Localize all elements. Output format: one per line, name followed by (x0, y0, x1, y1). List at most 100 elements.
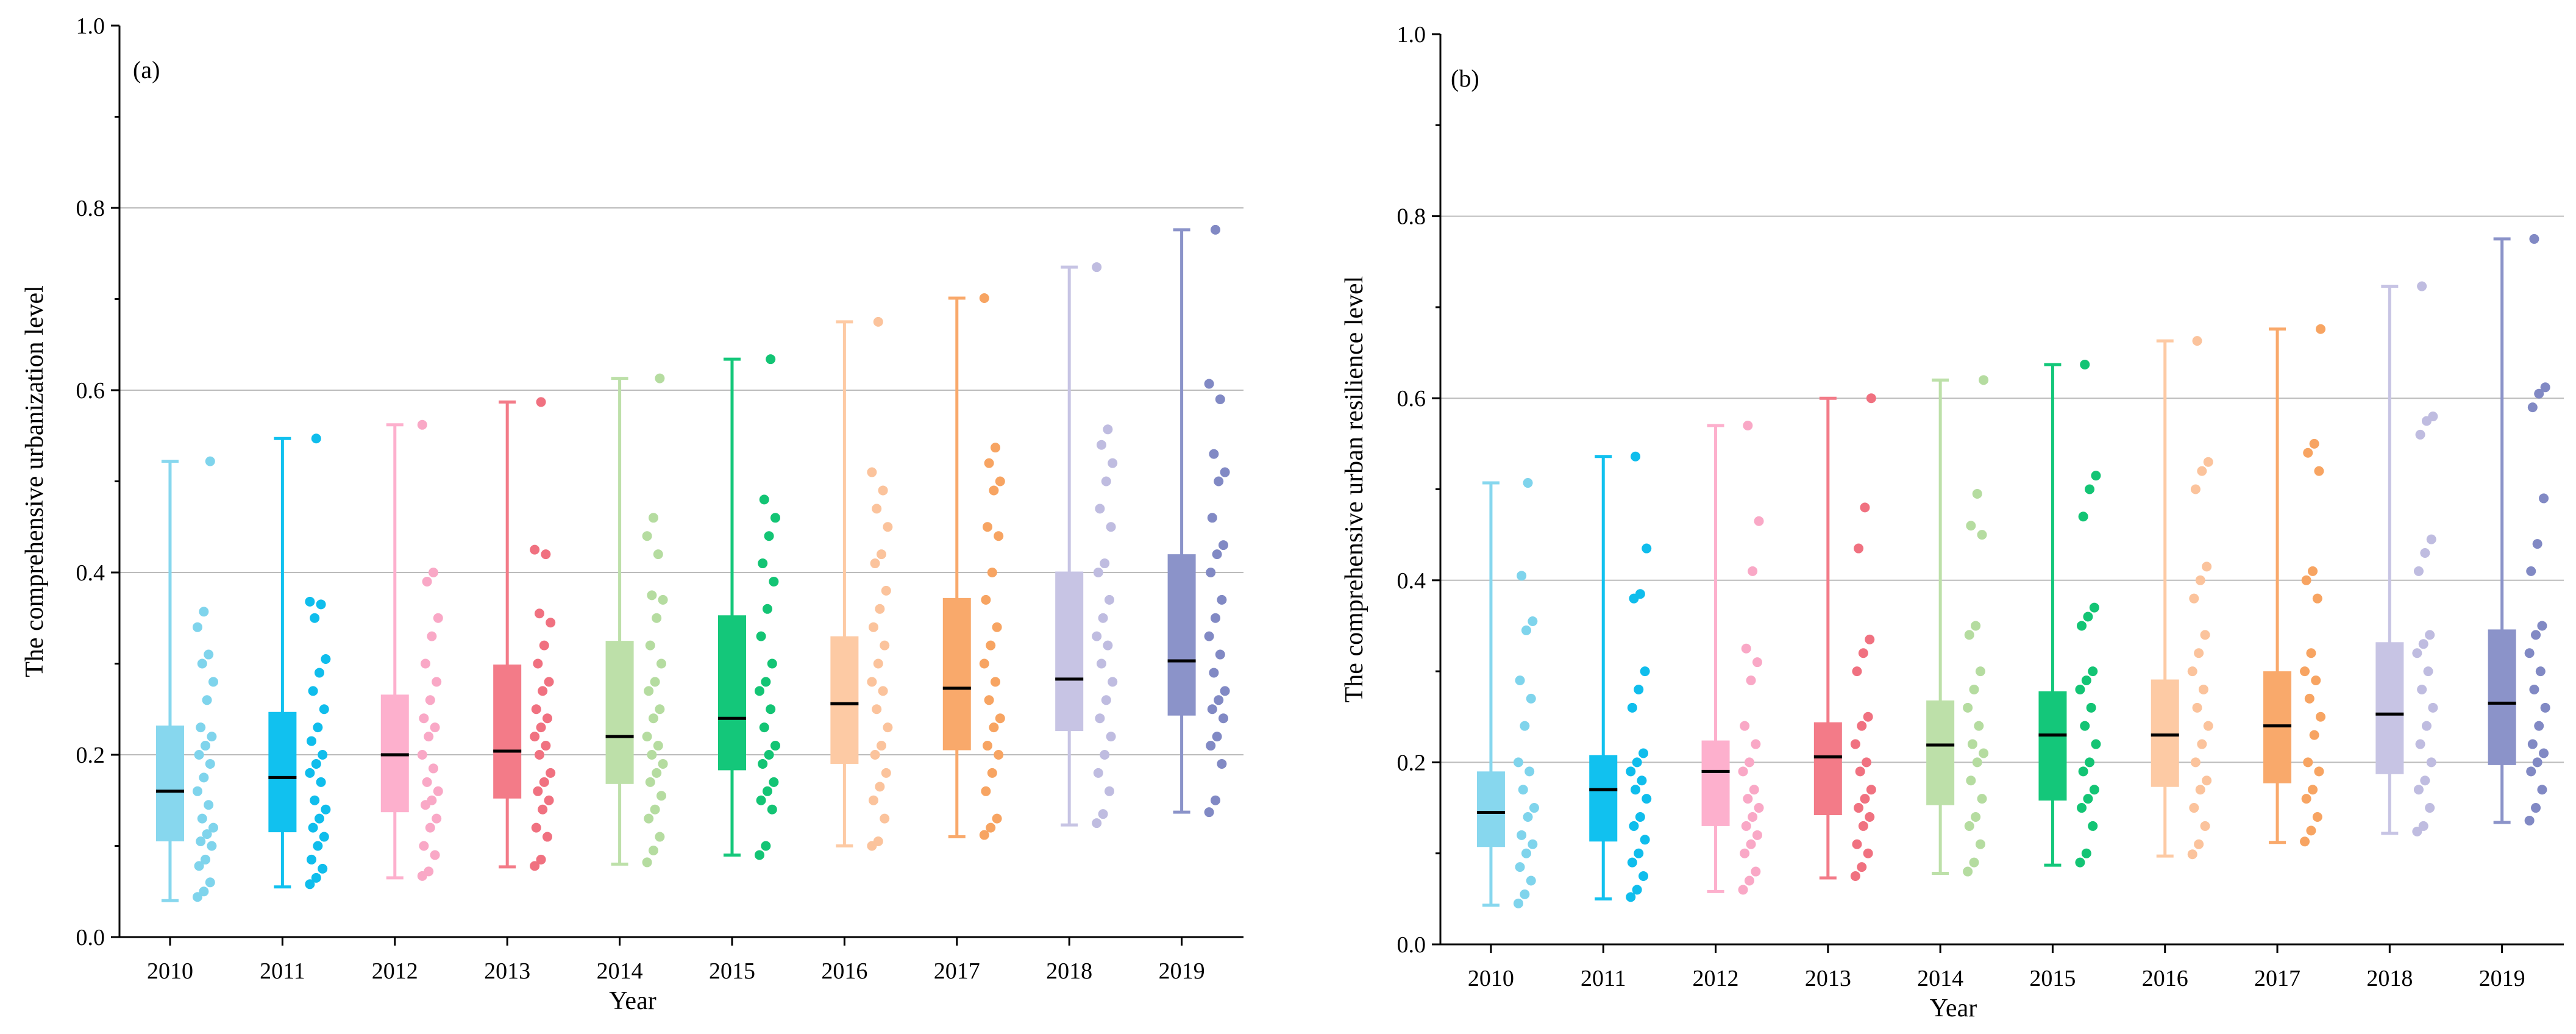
x-tick-label: 2010 (1468, 966, 1514, 991)
data-point (2301, 575, 2311, 585)
data-point (873, 316, 883, 327)
data-point (205, 877, 215, 888)
data-point (1093, 568, 1103, 577)
data-point (2091, 471, 2101, 481)
data-point (200, 854, 210, 865)
data-point (762, 604, 772, 614)
data-point (1977, 530, 1987, 540)
data-point (2088, 666, 2098, 677)
data-point (319, 832, 329, 842)
data-point (1748, 566, 1758, 576)
x-tick-label: 2011 (1581, 966, 1626, 991)
y-tick-label: 1.0 (76, 13, 105, 39)
data-point (2085, 757, 2095, 768)
data-point (1863, 711, 1873, 722)
data-point (1206, 568, 1216, 577)
data-point (990, 443, 1000, 453)
data-point (1092, 818, 1102, 829)
data-point (318, 750, 328, 760)
data-point (1857, 721, 1867, 731)
data-point (1746, 676, 1756, 686)
data-point (1964, 630, 1974, 640)
box-2016 (2151, 679, 2179, 787)
data-point (424, 866, 434, 877)
data-point (1523, 478, 1533, 488)
data-point (538, 804, 548, 815)
data-point (981, 594, 991, 605)
data-point (2527, 739, 2538, 749)
y-tick-label: 0.4 (76, 560, 105, 586)
data-point (995, 476, 1005, 487)
data-point (530, 861, 540, 871)
data-point (994, 750, 1004, 760)
data-point (308, 822, 318, 833)
data-point (2075, 857, 2085, 868)
data-point (1860, 794, 1870, 804)
y-axis-label: The comprehensive urban resilience level (1340, 276, 1368, 703)
box-2014 (1926, 700, 1955, 805)
data-point (1752, 830, 1762, 840)
data-point (1217, 758, 1227, 769)
data-point (424, 732, 434, 742)
data-point (531, 822, 541, 833)
data-point (310, 613, 320, 623)
data-point (2203, 721, 2213, 731)
data-point (655, 704, 665, 715)
data-point (982, 522, 992, 532)
data-point (1850, 871, 1860, 882)
data-point (873, 658, 883, 669)
data-point (2309, 730, 2319, 740)
y-tick-label: 1.0 (1397, 22, 1426, 48)
data-point (2197, 466, 2207, 476)
data-point (2529, 684, 2539, 694)
data-point (1866, 393, 1876, 404)
data-point (2524, 648, 2535, 658)
data-point (1979, 375, 1989, 385)
data-point (992, 622, 1002, 632)
data-point (1963, 702, 1973, 713)
data-point (1092, 631, 1102, 641)
data-point (2420, 776, 2430, 786)
data-point (648, 513, 658, 523)
data-point (530, 544, 540, 555)
data-point (1738, 766, 1748, 777)
data-point (2300, 836, 2310, 847)
x-tick-label: 2012 (1693, 966, 1739, 991)
box-2011 (268, 711, 297, 833)
x-tick-label: 2011 (260, 958, 305, 984)
data-point (2200, 821, 2210, 831)
data-point (1629, 821, 1639, 831)
data-point (2314, 766, 2324, 777)
data-point (642, 531, 652, 541)
data-point (995, 713, 1005, 724)
data-point (531, 704, 541, 715)
data-point (1204, 379, 1214, 389)
data-point (539, 777, 549, 787)
data-point (1977, 794, 1987, 804)
data-point (1858, 648, 1868, 658)
data-point (868, 795, 878, 805)
data-point (1632, 885, 1642, 895)
data-point (1748, 811, 1758, 822)
data-point (1749, 785, 1759, 795)
data-point (1098, 613, 1108, 623)
data-point (313, 722, 323, 733)
data-point (207, 841, 217, 851)
data-point (769, 777, 779, 787)
data-point (1752, 657, 1762, 668)
data-point (767, 658, 777, 669)
x-tick-label: 2014 (1917, 966, 1963, 991)
data-point (880, 813, 890, 824)
data-point (1860, 502, 1870, 513)
data-point (2529, 234, 2539, 244)
data-point (1969, 684, 1979, 694)
data-point (1526, 693, 1536, 704)
data-point (420, 658, 430, 669)
x-axis-label: Year (1930, 994, 1977, 1022)
data-point (305, 768, 315, 778)
data-point (541, 549, 551, 560)
data-point (2539, 493, 2549, 504)
data-point (873, 836, 883, 847)
data-point (1627, 702, 1637, 713)
data-point (2428, 702, 2438, 713)
